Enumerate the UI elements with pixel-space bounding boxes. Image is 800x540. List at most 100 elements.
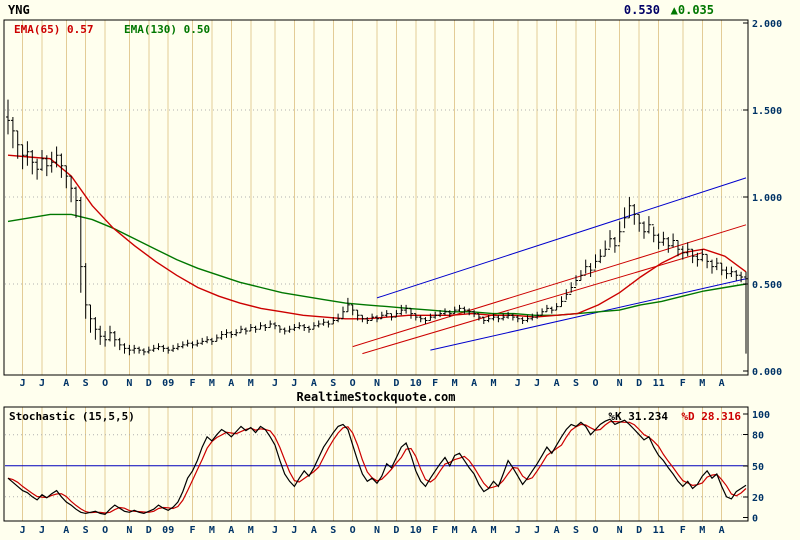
month-label: J	[39, 378, 45, 389]
month-label: J	[534, 378, 540, 389]
month-label: D	[393, 378, 399, 389]
stoch-k-line	[7, 418, 747, 516]
ohlc-open-close-ticks	[6, 116, 748, 353]
month-label: M	[490, 378, 496, 389]
month-label: S	[330, 525, 336, 536]
month-label: O	[350, 378, 356, 389]
stoch-plot-bg	[4, 407, 748, 521]
month-label: S	[573, 378, 579, 389]
month-label: M	[452, 378, 458, 389]
month-label: J	[272, 525, 278, 536]
month-label: N	[374, 378, 380, 389]
month-label: A	[471, 378, 477, 389]
month-label: 10	[410, 378, 422, 389]
month-label: 11	[653, 378, 665, 389]
month-label: O	[350, 525, 356, 536]
month-label: O	[592, 378, 598, 389]
y-tick-label: 1.500	[752, 106, 782, 117]
month-label: N	[617, 525, 623, 536]
month-label: F	[432, 378, 438, 389]
month-label: D	[146, 378, 152, 389]
month-label: N	[126, 525, 132, 536]
month-label: J	[272, 378, 278, 389]
month-label: S	[83, 525, 89, 536]
month-label: F	[432, 525, 438, 536]
month-label: M	[699, 378, 705, 389]
month-label: J	[291, 378, 297, 389]
month-label: A	[228, 378, 234, 389]
ticker-symbol: YNG	[8, 3, 30, 17]
stoch-k-value: %K 31.234	[608, 410, 668, 423]
stoch-title: Stochastic (15,5,5)	[9, 410, 135, 423]
month-label: A	[63, 378, 69, 389]
month-label: J	[534, 525, 540, 536]
trend-line	[376, 177, 747, 299]
month-label: 09	[162, 525, 174, 536]
month-label: J	[515, 525, 521, 536]
month-label: J	[39, 525, 45, 536]
month-label: A	[228, 525, 234, 536]
stoch-d-line	[7, 421, 747, 514]
month-label: A	[554, 525, 560, 536]
month-label: D	[636, 378, 642, 389]
month-label: A	[719, 378, 725, 389]
month-label: M	[209, 378, 215, 389]
month-label: D	[636, 525, 642, 536]
month-label: D	[393, 525, 399, 536]
stoch-y-tick-label: 0	[752, 514, 758, 525]
month-label: N	[617, 378, 623, 389]
month-label: A	[719, 525, 725, 536]
stoch-y-tick-label: 100	[752, 410, 770, 421]
month-label: S	[83, 378, 89, 389]
month-label: M	[490, 525, 496, 536]
month-label: F	[189, 525, 195, 536]
month-label: A	[63, 525, 69, 536]
month-label: 10	[410, 525, 422, 536]
month-label: A	[554, 378, 560, 389]
month-label: M	[248, 378, 254, 389]
stoch-plot-border	[3, 406, 749, 522]
month-label: A	[311, 525, 317, 536]
month-label: O	[102, 525, 108, 536]
month-label: M	[209, 525, 215, 536]
month-label: M	[248, 525, 254, 536]
stoch-y-tick-label: 80	[752, 431, 764, 442]
y-tick-label: 0.500	[752, 280, 782, 291]
ema130-label: EMA(130) 0.50	[124, 23, 210, 36]
main-plot-bg	[4, 20, 748, 375]
ema65-label: EMA(65) 0.57	[14, 23, 93, 36]
ema130-line	[7, 213, 747, 316]
stoch-d-value: %D 28.316	[681, 410, 741, 423]
stoch-y-tick-label: 50	[752, 462, 764, 473]
month-label: N	[374, 525, 380, 536]
month-label: J	[515, 378, 521, 389]
month-label: S	[330, 378, 336, 389]
month-label: O	[102, 378, 108, 389]
month-label: M	[452, 525, 458, 536]
month-label: N	[126, 378, 132, 389]
watermark: RealtimeStockquote.com	[297, 390, 456, 404]
price-change: ▲0.035	[671, 3, 714, 17]
month-label: J	[291, 525, 297, 536]
plot-layer: J J J J A A S S O O N N D D 09 09 F F M M A A M M J J J J A A S S O O N N D D…	[3, 19, 782, 536]
month-label: S	[573, 525, 579, 536]
month-label: M	[699, 525, 705, 536]
month-label: O	[592, 525, 598, 536]
month-label: D	[146, 525, 152, 536]
month-label: F	[680, 525, 686, 536]
month-label: A	[311, 378, 317, 389]
stoch-y-tick-label: 20	[752, 493, 764, 504]
trend-line	[430, 278, 747, 351]
month-label: J	[20, 378, 26, 389]
y-tick-label: 2.000	[752, 19, 782, 30]
y-tick-label: 1.000	[752, 193, 782, 204]
month-label: J	[20, 525, 26, 536]
month-label: F	[680, 378, 686, 389]
y-tick-label: 0.000	[752, 367, 782, 378]
month-label: 11	[653, 525, 665, 536]
month-label: A	[471, 525, 477, 536]
month-label: F	[189, 378, 195, 389]
trend-line	[352, 224, 747, 348]
